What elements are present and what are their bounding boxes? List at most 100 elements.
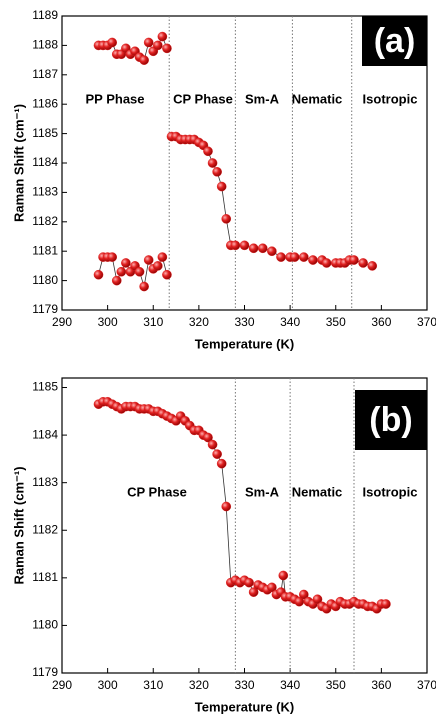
- phase-label: Sm-A: [245, 484, 280, 499]
- data-point: [321, 258, 332, 268]
- phase-label: Nematic: [292, 484, 343, 499]
- data-point: [153, 40, 163, 51]
- x-tick-label: 330: [234, 315, 254, 329]
- data-point: [248, 243, 259, 254]
- y-tick-label: 1179: [32, 665, 58, 679]
- data-point: [207, 439, 218, 450]
- phase-label: Sm-A: [245, 91, 280, 106]
- data-point: [139, 281, 149, 292]
- y-tick-label: 1183: [32, 475, 58, 489]
- data-point: [289, 252, 300, 262]
- phase-label: PP Phase: [85, 91, 144, 106]
- data-point: [221, 501, 232, 512]
- data-point: [157, 252, 168, 262]
- y-tick-label: 1181: [32, 243, 58, 257]
- data-point: [212, 167, 222, 177]
- y-tick-label: 1185: [32, 126, 58, 140]
- panel-label-box: [362, 16, 427, 66]
- x-tick-label: 290: [52, 315, 72, 329]
- x-tick-label: 300: [98, 678, 118, 692]
- phase-label: CP Phase: [173, 91, 233, 106]
- data-point: [381, 599, 391, 609]
- data-point: [157, 31, 168, 42]
- data-point: [239, 240, 250, 251]
- data-point: [278, 570, 289, 581]
- x-tick-label: 320: [189, 315, 209, 329]
- y-tick-label: 1185: [32, 380, 58, 394]
- y-tick-label: 1179: [32, 302, 58, 316]
- data-point: [203, 146, 213, 157]
- data-point: [111, 275, 122, 286]
- data-point: [230, 240, 241, 251]
- data-point: [276, 252, 286, 262]
- data-point: [162, 269, 172, 280]
- x-tick-label: 330: [234, 678, 254, 692]
- data-point: [216, 458, 227, 469]
- data-point: [244, 577, 254, 588]
- panel-label-box: [355, 390, 427, 450]
- data-point: [203, 432, 213, 443]
- x-tick-label: 360: [371, 678, 391, 692]
- data-point: [349, 255, 359, 265]
- data-point: [267, 582, 277, 593]
- x-tick-label: 310: [143, 678, 163, 692]
- data-point: [143, 255, 154, 265]
- panel-label: (b): [369, 401, 412, 439]
- y-tick-label: 1182: [32, 214, 58, 228]
- x-tick-label: 310: [143, 315, 163, 329]
- panel-label: (a): [374, 22, 416, 60]
- y-tick-label: 1183: [32, 185, 58, 199]
- y-tick-label: 1189: [32, 8, 58, 22]
- data-point: [212, 449, 222, 459]
- x-tick-label: 290: [52, 678, 72, 692]
- phase-label: CP Phase: [127, 484, 187, 499]
- y-tick-label: 1187: [32, 67, 58, 81]
- data-point: [299, 252, 309, 262]
- y-tick-label: 1184: [32, 427, 58, 441]
- data-point: [143, 37, 154, 48]
- data-point: [134, 266, 145, 277]
- data-point: [308, 255, 318, 265]
- data-point: [153, 261, 163, 271]
- data-point: [248, 587, 259, 597]
- data-point: [267, 246, 277, 256]
- x-tick-label: 340: [280, 315, 300, 329]
- y-tick-label: 1186: [32, 96, 58, 110]
- x-tick-label: 350: [326, 678, 346, 692]
- data-point: [257, 243, 268, 254]
- y-tick-label: 1182: [32, 522, 58, 536]
- x-tick-label: 320: [189, 678, 209, 692]
- phase-label: Nematic: [292, 91, 343, 106]
- data-point: [207, 158, 218, 168]
- x-tick-label: 340: [280, 678, 300, 692]
- phase-label: Isotropic: [363, 91, 418, 106]
- x-tick-label: 360: [371, 315, 391, 329]
- data-point: [107, 252, 117, 262]
- x-tick-label: 350: [326, 315, 346, 329]
- data-point: [216, 181, 227, 192]
- y-tick-label: 1181: [32, 570, 58, 584]
- data-point: [162, 43, 172, 54]
- data-point: [116, 266, 127, 277]
- x-tick-label: 370: [417, 315, 436, 329]
- y-tick-label: 1188: [32, 38, 58, 52]
- data-point: [358, 258, 368, 268]
- data-point: [367, 261, 378, 271]
- y-axis-label: Raman Shift (cm⁻¹): [11, 104, 26, 222]
- x-tick-label: 370: [417, 678, 436, 692]
- data-point: [139, 55, 149, 65]
- y-tick-label: 1180: [32, 618, 58, 632]
- x-tick-label: 300: [98, 315, 118, 329]
- data-point: [221, 214, 232, 224]
- x-axis-label: Temperature (K): [195, 336, 294, 351]
- data-point: [121, 258, 131, 268]
- y-tick-label: 1184: [32, 155, 58, 169]
- data-point: [93, 269, 104, 280]
- data-point: [299, 589, 309, 600]
- x-axis-label: Temperature (K): [195, 699, 294, 714]
- y-axis-label: Raman Shift (cm⁻¹): [11, 466, 26, 584]
- y-tick-label: 1180: [32, 273, 58, 287]
- phase-label: Isotropic: [363, 484, 418, 499]
- data-point: [312, 594, 323, 605]
